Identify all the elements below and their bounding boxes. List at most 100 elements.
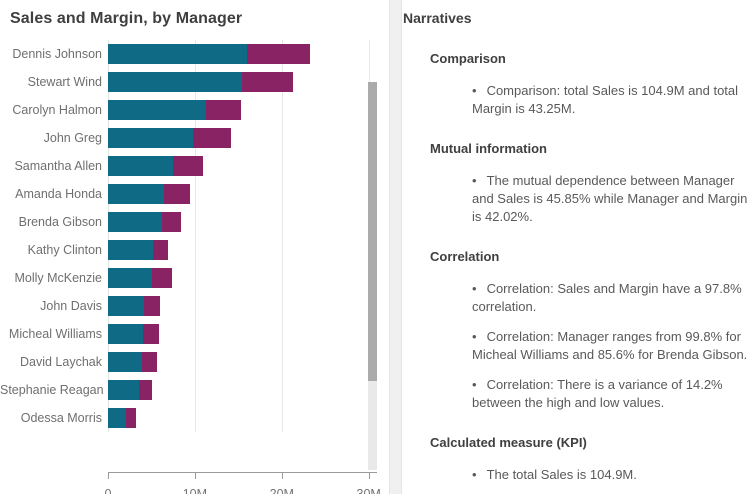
- chart-row: Stewart Wind: [0, 68, 389, 96]
- sales-margin-chart-panel: Sales and Margin, by Manager Dennis John…: [0, 10, 389, 494]
- sales-bar-segment[interactable]: [108, 352, 142, 372]
- chart-row: David Laychak: [0, 348, 389, 376]
- stacked-bar: [108, 352, 157, 372]
- narratives-panel: Narratives Comparison • Comparison: total …: [402, 0, 751, 494]
- sales-bar-segment[interactable]: [108, 156, 174, 176]
- stacked-bar: [108, 72, 294, 92]
- chart-row: John Greg: [0, 124, 389, 152]
- x-tick-label: 30M: [356, 487, 381, 494]
- category-label[interactable]: Dennis Johnson: [12, 47, 102, 61]
- sales-bar-segment[interactable]: [108, 212, 162, 232]
- chart-row: Kathy Clinton: [0, 236, 389, 264]
- margin-bar-segment[interactable]: [206, 100, 241, 120]
- sales-bar-segment[interactable]: [108, 44, 248, 64]
- bar-chart[interactable]: Dennis Johnson Stewart Wind Carolyn Halmon…: [0, 40, 389, 494]
- category-label[interactable]: Stephanie Reagan: [0, 383, 104, 397]
- stacked-bar: [108, 44, 310, 64]
- category-label[interactable]: David Laychak: [20, 355, 102, 369]
- x-axis-tick: [281, 472, 283, 479]
- narrative-section-heading: Correlation: [430, 249, 500, 264]
- x-axis-tick: [194, 472, 196, 479]
- sales-bar-segment[interactable]: [108, 408, 127, 428]
- stacked-bar: [108, 380, 153, 400]
- chart-row: Odessa Morris: [0, 404, 389, 432]
- narrative-section-heading: Comparison: [430, 51, 506, 66]
- gridline-20M: [281, 40, 283, 432]
- x-tick-label: 10M: [182, 487, 208, 494]
- margin-bar-segment[interactable]: [142, 324, 160, 344]
- chart-row: Micheal Williams: [0, 320, 389, 348]
- panel-divider: [389, 0, 402, 494]
- margin-bar-segment[interactable]: [139, 380, 153, 400]
- category-label[interactable]: Odessa Morris: [20, 411, 102, 425]
- bullet-icon: •: [472, 173, 477, 188]
- sales-bar-segment[interactable]: [108, 324, 143, 344]
- bullet-icon: •: [472, 467, 477, 482]
- margin-bar-segment[interactable]: [241, 72, 294, 92]
- chart-row: Dennis Johnson: [0, 40, 389, 68]
- narrative-bullet: • Correlation: Sales and Margin have a 97…: [472, 281, 742, 314]
- sales-bar-segment[interactable]: [108, 268, 153, 288]
- margin-bar-segment[interactable]: [141, 352, 157, 372]
- sales-bar-segment[interactable]: [108, 100, 207, 120]
- chart-row: Carolyn Halmon: [0, 96, 389, 124]
- narrative-bullet: • Comparison: total Sales is 104.9M and t…: [472, 83, 739, 116]
- chart-row: Molly McKenzie: [0, 264, 389, 292]
- category-label[interactable]: Micheal Williams: [8, 327, 102, 341]
- stacked-bar: [108, 156, 203, 176]
- margin-bar-segment[interactable]: [153, 240, 168, 260]
- stacked-bar: [108, 240, 168, 260]
- chart-rows: Dennis Johnson Stewart Wind Carolyn Halmon…: [0, 40, 389, 432]
- narrative-bullet: • Correlation: Manager ranges from 99.8% …: [472, 329, 748, 362]
- sales-bar-segment[interactable]: [108, 128, 194, 148]
- stacked-bar: [108, 100, 241, 120]
- gridline-10M: [194, 40, 196, 432]
- category-label[interactable]: Kathy Clinton: [27, 243, 102, 257]
- stacked-bar: [108, 296, 161, 316]
- category-label[interactable]: John Davis: [40, 299, 102, 313]
- narrative-bullet: • The total Sales is 104.9M.: [472, 467, 637, 482]
- x-tick-label: 0: [104, 487, 112, 494]
- stacked-bar: [108, 184, 190, 204]
- margin-bar-segment[interactable]: [164, 184, 190, 204]
- chart-row: Brenda Gibson: [0, 208, 389, 236]
- narrative-section-heading: Calculated measure (KPI): [430, 435, 587, 450]
- margin-bar-segment[interactable]: [161, 212, 181, 232]
- margin-bar-segment[interactable]: [152, 268, 173, 288]
- stacked-bar: [108, 324, 160, 344]
- bullet-icon: •: [472, 329, 477, 344]
- gridline-0M: [108, 40, 109, 432]
- margin-bar-segment[interactable]: [193, 128, 232, 148]
- margin-bar-segment[interactable]: [247, 44, 310, 64]
- stacked-bar: [108, 268, 173, 288]
- chart-title: Sales and Margin, by Manager: [10, 10, 243, 27]
- margin-bar-segment[interactable]: [143, 296, 161, 316]
- sales-bar-segment[interactable]: [108, 380, 140, 400]
- category-label[interactable]: Stewart Wind: [27, 75, 102, 89]
- bullet-icon: •: [472, 377, 477, 392]
- category-label[interactable]: Carolyn Halmon: [12, 103, 102, 117]
- sales-bar-segment[interactable]: [108, 296, 144, 316]
- narrative-bullet: • The mutual dependence between Manager a…: [472, 173, 748, 224]
- margin-bar-segment[interactable]: [126, 408, 136, 428]
- narrative-section-heading: Mutual information: [430, 141, 547, 156]
- category-label[interactable]: Brenda Gibson: [18, 215, 102, 229]
- sales-bar-segment[interactable]: [108, 240, 154, 260]
- chart-row: Amanda Honda: [0, 180, 389, 208]
- stacked-bar: [108, 212, 181, 232]
- sales-bar-segment[interactable]: [108, 72, 242, 92]
- chart-row: John Davis: [0, 292, 389, 320]
- sales-bar-segment[interactable]: [108, 184, 165, 204]
- category-label[interactable]: Amanda Honda: [15, 187, 102, 201]
- category-label[interactable]: Molly McKenzie: [14, 271, 102, 285]
- chart-scrollbar-track[interactable]: [368, 82, 377, 470]
- margin-bar-segment[interactable]: [173, 156, 203, 176]
- x-axis-line: [108, 472, 377, 473]
- category-label[interactable]: Samantha Allen: [14, 159, 102, 173]
- chart-row: Stephanie Reagan: [0, 376, 389, 404]
- chart-scrollbar-thumb[interactable]: [368, 82, 377, 381]
- category-label[interactable]: John Greg: [43, 131, 102, 145]
- chart-row: Samantha Allen: [0, 152, 389, 180]
- x-tick-label: 20M: [269, 487, 294, 494]
